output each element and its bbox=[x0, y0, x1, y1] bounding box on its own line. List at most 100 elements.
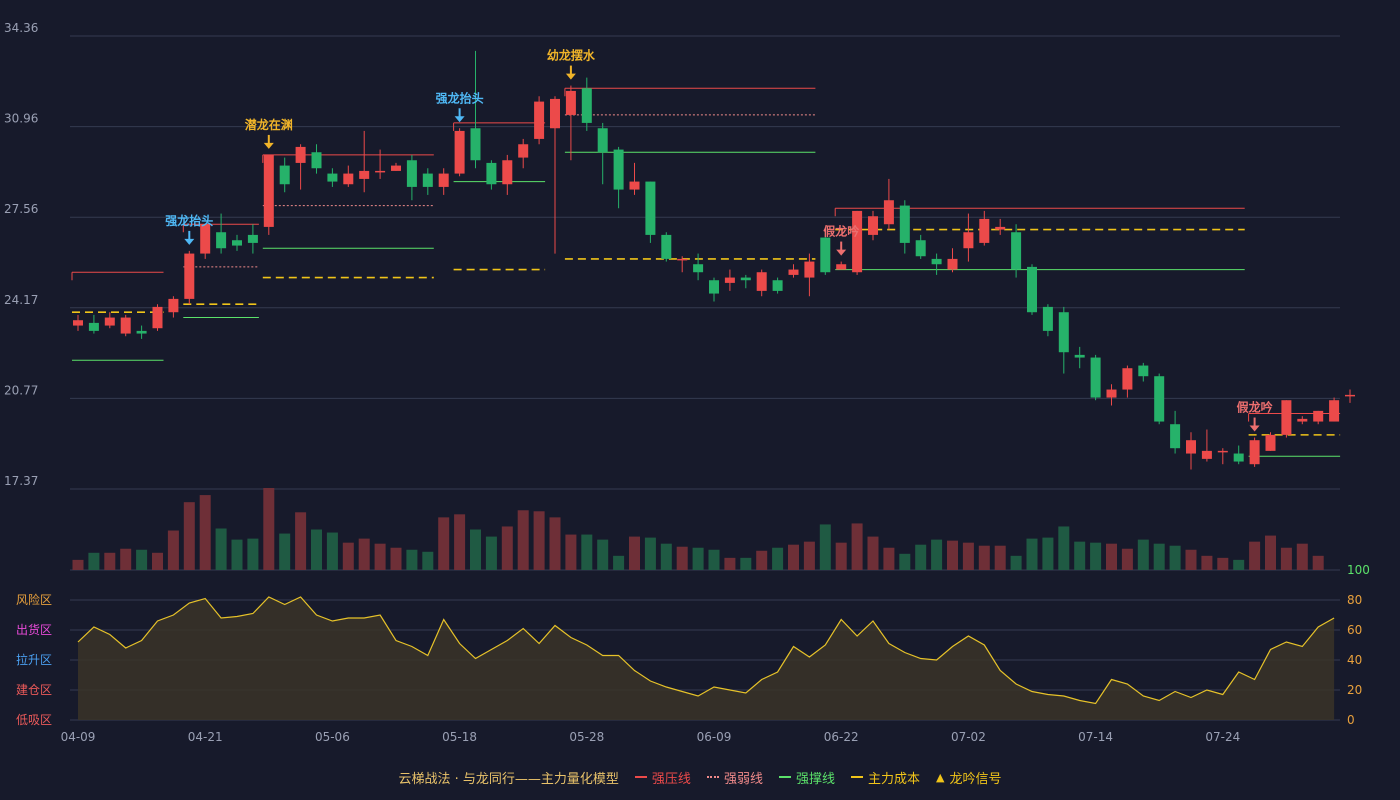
candle-body bbox=[73, 320, 83, 326]
volume-bar bbox=[788, 544, 799, 570]
candle-body bbox=[1186, 440, 1196, 454]
volume-bar bbox=[994, 545, 1006, 570]
osc-tick-label: 100 bbox=[1347, 563, 1370, 577]
volume-bar bbox=[1121, 548, 1133, 570]
x-tick-label: 04-09 bbox=[61, 730, 96, 744]
candle-body bbox=[263, 154, 274, 227]
legend-support-symbol bbox=[778, 776, 791, 778]
candle-body bbox=[1011, 232, 1022, 270]
volume-bar bbox=[1169, 545, 1181, 570]
volume-bar bbox=[899, 553, 911, 570]
candle-body bbox=[152, 306, 163, 329]
osc-tick-label: 60 bbox=[1347, 623, 1362, 637]
candle-body bbox=[406, 160, 417, 187]
volume-bar bbox=[629, 536, 640, 570]
zone-label: 拉升区 bbox=[16, 652, 52, 667]
candle-body bbox=[788, 269, 799, 275]
signal-label: 幼龙摆水 bbox=[547, 48, 596, 63]
volume-bar bbox=[708, 549, 720, 570]
volume-bar bbox=[756, 550, 768, 570]
candle-body bbox=[740, 277, 751, 281]
price-tick-label: 20.77 bbox=[4, 383, 38, 397]
legend-item-signal[interactable]: ▲ 龙吟信号 bbox=[935, 770, 1002, 787]
candle-body bbox=[1058, 312, 1069, 353]
volume-bar bbox=[88, 552, 100, 570]
volume-bar bbox=[613, 555, 625, 570]
arrow-down-icon bbox=[1249, 425, 1260, 432]
price-tick-label: 24.17 bbox=[4, 293, 38, 307]
candle-body bbox=[518, 144, 529, 158]
volume-bar bbox=[1010, 555, 1022, 570]
candle-body bbox=[422, 173, 433, 187]
candle-body bbox=[852, 210, 863, 273]
volume-bar bbox=[533, 511, 545, 570]
candle-body bbox=[438, 173, 449, 187]
volume-bar bbox=[311, 529, 322, 570]
legend-item-cost[interactable]: 主力成本 bbox=[850, 768, 920, 787]
volume-bar bbox=[438, 517, 450, 570]
candle-body bbox=[820, 237, 831, 273]
candle-body bbox=[899, 205, 910, 243]
candle-body bbox=[534, 101, 545, 139]
price-tick-label: 30.96 bbox=[4, 112, 38, 126]
volume-bar bbox=[867, 536, 879, 570]
candle-body bbox=[375, 170, 386, 173]
candle-body bbox=[1074, 354, 1085, 358]
volume-bar bbox=[851, 523, 863, 570]
osc-tick-label: 80 bbox=[1347, 593, 1362, 607]
candle-body bbox=[486, 162, 497, 185]
volume-bar bbox=[549, 517, 561, 570]
candle-body bbox=[836, 264, 847, 270]
candle-body bbox=[1154, 376, 1165, 422]
candle-body bbox=[581, 88, 592, 123]
level-lines bbox=[71, 87, 1341, 457]
candle-body bbox=[772, 280, 783, 291]
candle-body bbox=[279, 165, 290, 185]
volume-bar bbox=[565, 534, 577, 570]
candle-body bbox=[979, 218, 990, 243]
volume-bar bbox=[72, 559, 84, 570]
volume-bar bbox=[136, 549, 148, 570]
volume-bar bbox=[263, 488, 275, 570]
volume-bar bbox=[199, 495, 211, 570]
arrow-down-icon bbox=[184, 238, 195, 245]
volume-bar bbox=[501, 526, 513, 570]
candle-body bbox=[1042, 306, 1053, 331]
legend-item-weak[interactable]: 强弱线 bbox=[706, 768, 763, 787]
signal-label: 强龙抬头 bbox=[436, 90, 484, 105]
volume-bar bbox=[1058, 526, 1070, 570]
candle-body bbox=[645, 181, 656, 235]
arrow-down-icon bbox=[263, 142, 274, 149]
zone-label: 风险区 bbox=[16, 592, 52, 607]
volume-bar bbox=[835, 542, 847, 570]
volume-bar bbox=[597, 539, 609, 570]
volume-bar bbox=[342, 542, 354, 570]
volume-bar bbox=[1233, 559, 1245, 570]
x-tick-label: 07-02 bbox=[951, 730, 986, 744]
candle-body bbox=[168, 298, 179, 313]
volume-bar bbox=[1312, 555, 1324, 570]
volume-bar bbox=[390, 547, 402, 570]
volume-bar bbox=[1265, 535, 1276, 570]
volume-bar bbox=[295, 512, 307, 570]
legend-item-support[interactable]: 强撑线 bbox=[778, 768, 835, 787]
volume-bar bbox=[358, 538, 370, 570]
candle-body bbox=[1329, 400, 1340, 422]
candle-body bbox=[470, 128, 481, 161]
volume-bar bbox=[1026, 538, 1038, 570]
candle-body bbox=[804, 261, 815, 278]
triangle-icon: ▲ bbox=[935, 770, 945, 784]
legend: 云梯战法 · 与龙同行——主力量化模型 强压线 强弱线 强撑线 主力成本 ▲ 龙… bbox=[0, 766, 1400, 788]
volume-bar bbox=[247, 538, 259, 570]
legend-item-pressure[interactable]: 强压线 bbox=[634, 768, 691, 787]
volume-bar bbox=[947, 540, 958, 570]
candle-body bbox=[613, 149, 624, 190]
arrow-down-icon bbox=[454, 116, 465, 123]
candle-body bbox=[184, 253, 195, 299]
volume-bar bbox=[1201, 555, 1213, 570]
candle-body bbox=[136, 330, 147, 334]
candle-body bbox=[232, 240, 242, 246]
candle-body bbox=[454, 130, 465, 174]
volume-bar bbox=[1185, 549, 1197, 570]
candle-body bbox=[1249, 440, 1260, 465]
